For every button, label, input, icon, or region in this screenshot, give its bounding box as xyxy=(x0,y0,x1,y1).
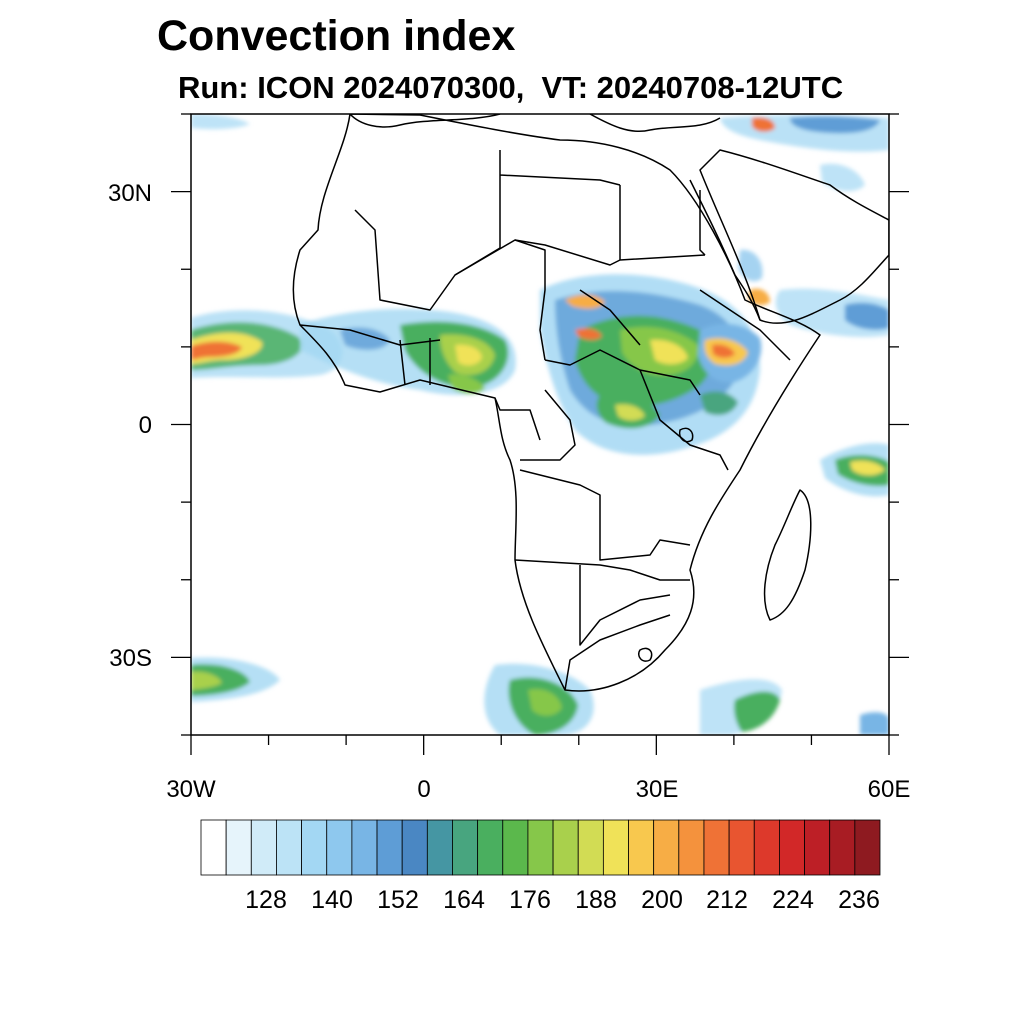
balkans-coast xyxy=(589,114,721,133)
colorbar-swatch xyxy=(854,819,881,876)
mediterranean-cells xyxy=(191,114,889,152)
colorbar-swatch xyxy=(552,819,579,876)
chart-title: Convection index xyxy=(157,12,516,60)
colorbar-label: 212 xyxy=(706,886,748,914)
map-frame xyxy=(190,113,890,736)
colorbar-swatch xyxy=(678,819,705,876)
arabia-coastline xyxy=(699,149,889,324)
x-tick-label-30e: 30E xyxy=(635,776,679,803)
colorbar-label: 152 xyxy=(377,886,419,914)
colorbar-label: 128 xyxy=(245,886,287,914)
colorbar-label: 188 xyxy=(575,886,617,914)
red-sea-coast xyxy=(689,179,761,321)
colorbar-swatch xyxy=(527,819,554,876)
colorbar-label: 164 xyxy=(443,886,485,914)
y-tick-label-0: 0 xyxy=(138,412,152,439)
y-tick-label-30s: 30S xyxy=(109,645,152,672)
colorbar-swatch xyxy=(250,819,277,876)
coastlines-and-borders xyxy=(292,114,889,692)
colorbar-swatch xyxy=(653,819,680,876)
colorbar-swatch xyxy=(376,819,403,876)
convection-field xyxy=(191,114,889,735)
colorbar-swatch xyxy=(779,819,805,876)
colorbar-swatch xyxy=(577,819,604,876)
colorbar-swatch xyxy=(276,819,302,876)
madagascar-coastline xyxy=(763,489,812,621)
x-tick-label-30w: 30W xyxy=(166,776,216,803)
colorbar-swatch xyxy=(200,819,227,876)
colorbar-swatch xyxy=(602,819,629,876)
colorbar-swatch xyxy=(426,819,453,876)
x-tick-label-0: 0 xyxy=(417,776,431,803)
y-tick-label-30n: 30N xyxy=(107,180,152,207)
colorbar-swatch xyxy=(452,819,479,876)
colorbar-label: 236 xyxy=(838,886,880,914)
indian-ocean-cells xyxy=(820,443,889,497)
colorbar-label: 176 xyxy=(509,886,551,914)
colorbar xyxy=(200,819,881,876)
arabia-cells xyxy=(738,163,889,337)
europe-coast xyxy=(349,114,501,128)
colorbar-swatch xyxy=(326,819,353,876)
axis-ticks xyxy=(171,113,909,755)
colorbar-swatch xyxy=(301,819,328,876)
colorbar-swatch xyxy=(401,819,428,876)
colorbar-swatch xyxy=(628,819,655,876)
west-africa-cells xyxy=(300,308,516,395)
colorbar-swatch xyxy=(502,819,529,876)
colorbar-swatch xyxy=(829,819,856,876)
colorbar-swatch xyxy=(225,819,252,876)
colorbar-label: 140 xyxy=(311,886,353,914)
colorbar-label: 224 xyxy=(772,886,814,914)
colorbar-label: 200 xyxy=(641,886,683,914)
colorbar-swatch xyxy=(804,819,831,876)
colorbar-swatch xyxy=(703,819,730,876)
africa-coastline xyxy=(292,114,821,692)
colorbar-swatch xyxy=(351,819,378,876)
colorbar-swatch xyxy=(753,819,780,876)
x-tick-label-60e: 60E xyxy=(867,776,911,803)
central-africa-cells xyxy=(540,274,762,455)
colorbar-swatch xyxy=(477,819,504,876)
southern-ocean-cells xyxy=(191,657,889,735)
colorbar-swatch xyxy=(728,819,755,876)
chart-subtitle: Run: ICON 2024070300, VT: 20240708-12UTC xyxy=(178,70,844,105)
